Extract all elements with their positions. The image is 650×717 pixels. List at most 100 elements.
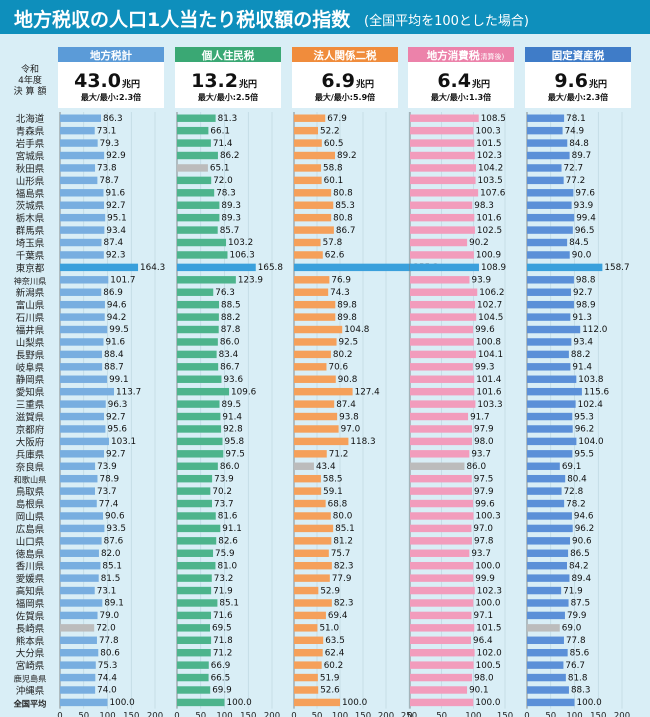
data-label: 87.5 xyxy=(571,599,591,609)
bar xyxy=(294,226,334,234)
bar xyxy=(527,238,568,247)
year-label-line2: 4年度 xyxy=(18,74,42,86)
data-label: 97.5 xyxy=(225,450,245,460)
data-label: 80.8 xyxy=(333,189,353,199)
x-tick-label: 100 xyxy=(465,712,481,717)
bar xyxy=(527,176,564,185)
data-label: 101.5 xyxy=(476,624,501,634)
data-label: 52.2 xyxy=(320,126,340,136)
bar xyxy=(177,499,213,508)
data-label: 81.5 xyxy=(101,574,121,584)
data-label: 70.2 xyxy=(212,487,232,497)
data-label: 57.8 xyxy=(323,238,343,248)
bar xyxy=(527,288,572,296)
data-label: 113.7 xyxy=(116,387,141,397)
data-label: 91.1 xyxy=(222,524,242,534)
year-label-line1: 令和 xyxy=(21,63,39,75)
bar xyxy=(177,139,211,147)
data-label: 69.5 xyxy=(212,624,232,634)
prefecture-label: 滋賀県 xyxy=(16,412,45,424)
data-label: 69.1 xyxy=(562,462,582,472)
data-label: 100.3 xyxy=(476,512,501,522)
bar xyxy=(177,176,212,185)
bar xyxy=(177,512,216,520)
bar xyxy=(294,512,331,520)
bar xyxy=(60,189,104,197)
prefecture-label: 群馬県 xyxy=(16,225,45,237)
prefecture-label: 鳥取県 xyxy=(16,486,45,498)
data-label: 103.2 xyxy=(228,238,253,248)
data-label: 85.1 xyxy=(335,524,355,534)
prefecture-label: 兵庫県 xyxy=(16,449,45,461)
data-label: 77.2 xyxy=(566,176,586,186)
data-label: 72.8 xyxy=(564,487,584,497)
data-label: 77.8 xyxy=(99,636,119,646)
data-label: 94.6 xyxy=(574,512,594,522)
data-label: 52.6 xyxy=(320,686,340,696)
bar xyxy=(410,611,472,620)
data-label: 82.3 xyxy=(334,599,354,609)
bar xyxy=(60,450,105,458)
bar xyxy=(410,499,474,508)
prefecture-label: 広島県 xyxy=(16,523,45,535)
bar xyxy=(60,661,96,669)
bar xyxy=(527,624,560,632)
data-label: 69.4 xyxy=(328,611,348,621)
bar xyxy=(60,226,105,234)
bar xyxy=(60,412,105,421)
data-label: 78.7 xyxy=(99,176,119,186)
prefecture-label: 香川県 xyxy=(16,562,45,573)
data-label: 73.1 xyxy=(97,126,117,136)
bar xyxy=(294,151,336,160)
bar xyxy=(60,549,99,557)
data-label: 92.7 xyxy=(573,288,593,298)
bar xyxy=(410,561,474,570)
bar xyxy=(527,450,573,458)
prefecture-label: 徳島県 xyxy=(16,548,45,560)
data-label: 97.5 xyxy=(474,474,494,484)
total-unit: 兆円 xyxy=(472,78,490,90)
bar xyxy=(294,375,336,383)
data-label: 73.7 xyxy=(214,499,234,509)
bar xyxy=(177,412,221,421)
data-label: 71.6 xyxy=(213,611,233,621)
prefecture-label: 山形県 xyxy=(16,175,45,187)
data-label: 96.2 xyxy=(575,425,595,435)
prefecture-label: 熊本県 xyxy=(16,635,45,647)
panel-title: 法人関係二税 xyxy=(314,49,377,62)
x-tick-label: 150 xyxy=(590,712,606,717)
bar xyxy=(410,586,475,595)
data-label: 71.9 xyxy=(563,586,583,596)
prefecture-label: 大分県 xyxy=(16,648,45,660)
data-label: 109.6 xyxy=(231,387,257,397)
data-label: 72.7 xyxy=(564,164,584,174)
bar xyxy=(177,574,212,582)
panel-header xyxy=(525,47,631,62)
bar xyxy=(60,201,105,209)
data-label: 97.9 xyxy=(474,487,494,497)
data-label: 73.2 xyxy=(214,574,234,584)
prefecture-label: 愛媛県 xyxy=(16,573,45,585)
bar xyxy=(294,350,331,359)
data-label: 93.8 xyxy=(339,412,359,422)
bar xyxy=(410,450,470,458)
data-label: 73.1 xyxy=(97,586,117,596)
bar xyxy=(177,524,221,533)
panel-title: 地方消費税 xyxy=(427,49,480,62)
chart-title: 地方税収の人口1人当たり税収額の指数 xyxy=(14,9,351,31)
bar xyxy=(177,561,216,570)
bar xyxy=(60,350,102,359)
data-label: 73.8 xyxy=(97,164,117,174)
data-label: 80.6 xyxy=(100,648,120,658)
bar xyxy=(410,251,474,259)
prefecture-label: 神奈川県 xyxy=(14,276,47,286)
data-label: 77.9 xyxy=(332,574,352,584)
data-label: 87.6 xyxy=(104,537,124,547)
bar xyxy=(410,176,476,185)
bar xyxy=(294,661,322,669)
data-label: 60.5 xyxy=(324,139,344,149)
data-label: 74.3 xyxy=(330,288,350,298)
bar xyxy=(60,288,102,296)
data-label: 72.0 xyxy=(213,176,233,186)
x-tick-label: 200 xyxy=(264,712,280,717)
